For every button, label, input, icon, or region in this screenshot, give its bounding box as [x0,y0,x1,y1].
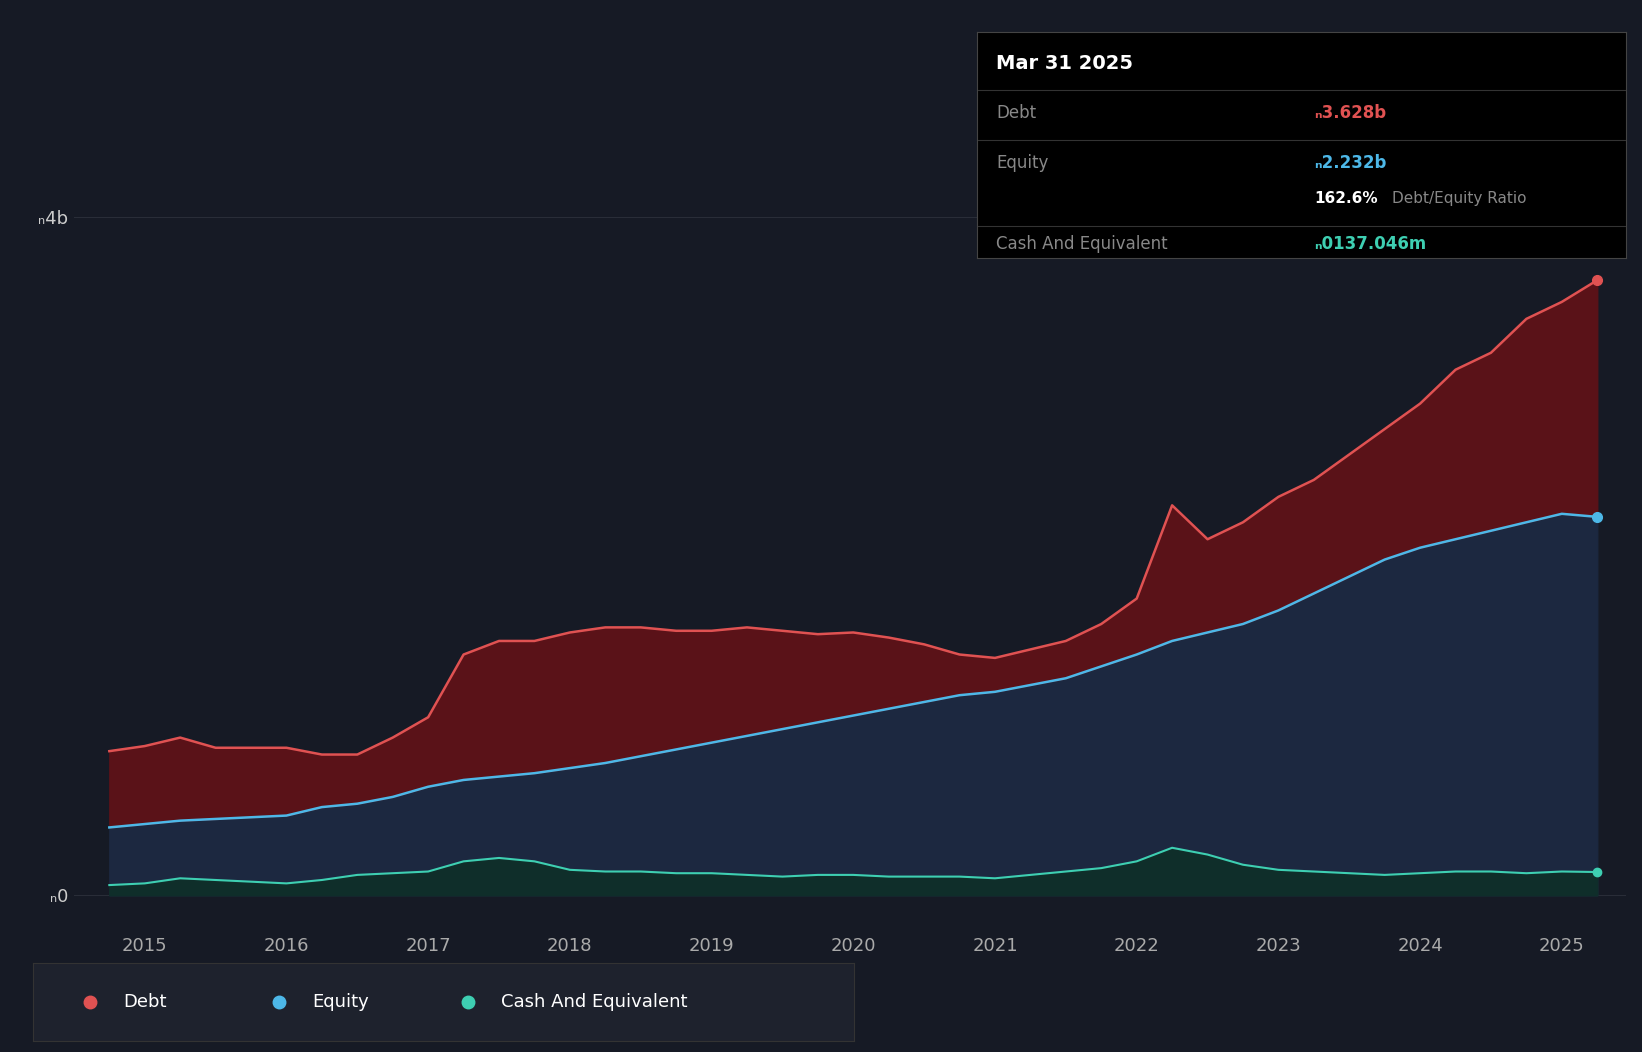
Text: Equity: Equity [997,154,1049,171]
Text: Equity: Equity [312,993,369,1011]
Text: ₙ0137.046m: ₙ0137.046m [1314,236,1427,254]
Text: Cash And Equivalent: Cash And Equivalent [501,993,688,1011]
Text: ₙ2.232b: ₙ2.232b [1314,154,1386,171]
Text: ₙ3.628b: ₙ3.628b [1314,104,1386,122]
Text: Cash And Equivalent: Cash And Equivalent [997,236,1167,254]
Text: Debt: Debt [997,104,1036,122]
Text: Mar 31 2025: Mar 31 2025 [997,54,1133,73]
Text: Debt/Equity Ratio: Debt/Equity Ratio [1392,191,1527,206]
Text: 162.6%: 162.6% [1314,191,1378,206]
Text: Debt: Debt [123,993,166,1011]
